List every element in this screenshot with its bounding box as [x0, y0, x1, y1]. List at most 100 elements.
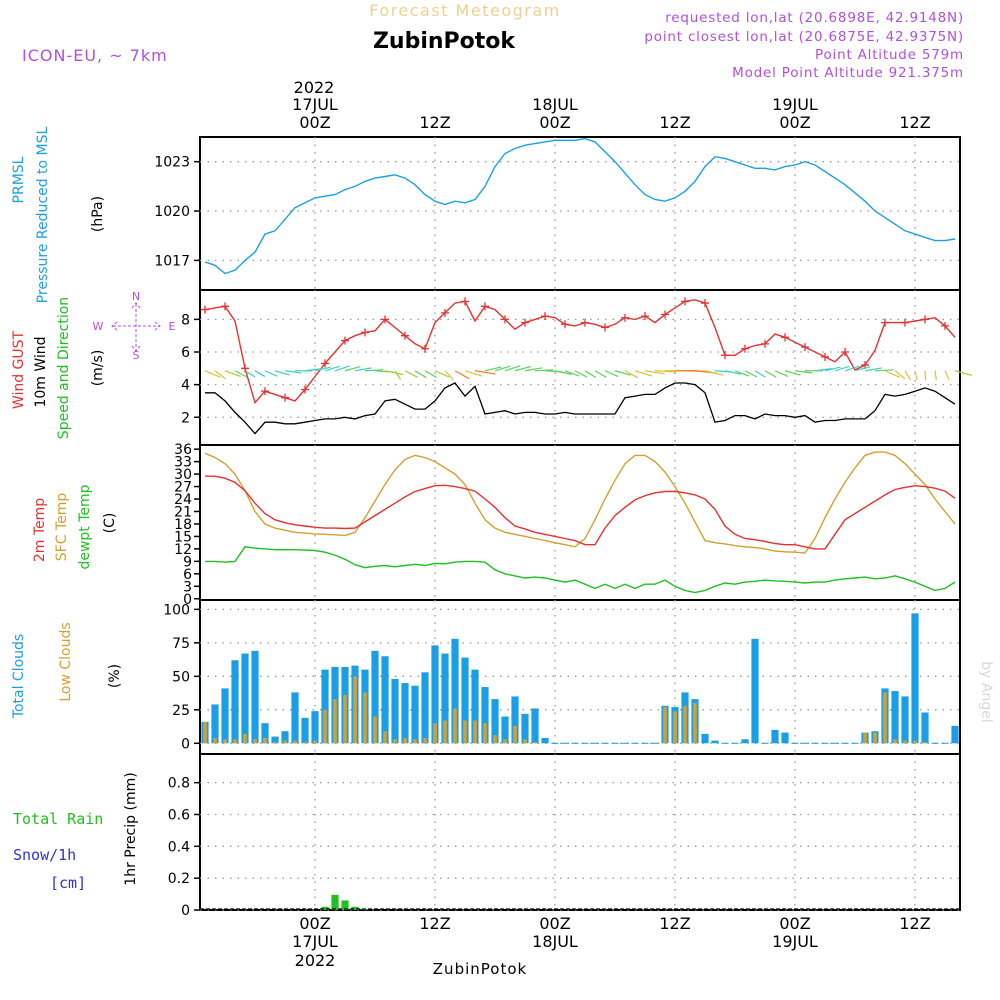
gust-marker: [601, 323, 609, 332]
cloud-labels: Total Clouds Low Clouds (%): [11, 622, 123, 719]
total-cloud-bar: [441, 653, 449, 744]
wind-direction-arrow: [884, 370, 901, 378]
total-clouds-label: Total Clouds: [11, 634, 27, 719]
wind-direction-arrow: [534, 369, 554, 372]
total-cloud-bar: [251, 650, 259, 744]
low-cloud-bar: [533, 741, 537, 744]
gust-marker: [381, 315, 389, 324]
model-altitude: Model Point Altitude 921.375m: [732, 65, 964, 81]
wind-dir-label: Speed and Direction: [56, 297, 72, 439]
total-cloud-bar: [411, 685, 419, 744]
pressure-label-1: PRMSL: [11, 156, 27, 203]
pressure-labels: PRMSL Pressure Reduced to MSL (hPa): [11, 126, 106, 303]
low-cloud-bar: [913, 740, 917, 744]
total-cloud-bar: [711, 740, 719, 744]
total-cloud-bar: [381, 656, 389, 744]
total-cloud-bar: [781, 732, 789, 744]
watermark: by Angel: [978, 661, 994, 722]
wind-direction-arrow: [744, 370, 758, 378]
snow-label: Snow/1h: [13, 846, 76, 864]
compass-n: N: [132, 290, 140, 303]
low-cloud-bar: [333, 699, 337, 744]
low-cloud-bar: [893, 739, 897, 744]
total-cloud-bar: [461, 657, 469, 744]
low-cloud-bar: [223, 739, 227, 744]
temp-2m-line: [205, 475, 956, 550]
bottom-hour-label: 12Z: [899, 914, 930, 933]
total-cloud-bar: [751, 638, 759, 744]
low-cloud-bar: [453, 708, 457, 744]
total-cloud-bar: [471, 669, 479, 744]
gust-marker: [421, 344, 429, 353]
closest-coords: point closest lon,lat (20.6875E, 42.9375…: [644, 29, 964, 45]
gust-marker: [301, 385, 309, 394]
gust-marker: [341, 336, 349, 345]
bottom-hour-label: 12Z: [419, 914, 450, 933]
wind-direction-arrow: [504, 365, 521, 372]
wind-line: [205, 382, 956, 435]
requested-coords: requested lon,lat (20.6898E, 42.9148N): [665, 10, 964, 26]
pressure-tick-label: 1020: [154, 204, 190, 220]
wind-direction-arrow: [584, 370, 597, 378]
gust-marker: [261, 387, 269, 396]
gust-marker: [841, 348, 849, 356]
rain-bar: [351, 906, 359, 910]
top-day-label: 19JUL: [772, 95, 818, 114]
location-title: ZubinPotok: [373, 29, 516, 54]
gust-marker: [661, 310, 669, 319]
gust-marker: [581, 318, 589, 327]
gust-marker: [781, 333, 789, 342]
wind-direction-arrow: [354, 367, 372, 372]
total-cloud-bar: [311, 711, 319, 744]
gust-line: [204, 299, 956, 405]
wind-direction-arrow: [914, 370, 918, 381]
low-cloud-bar: [293, 740, 297, 744]
gust-marker: [481, 302, 489, 311]
temp-tick-label: 0: [183, 592, 192, 608]
wind-direction-arrow: [634, 370, 653, 377]
temp-tick-label: 36: [174, 442, 192, 458]
wind-direction-arrow: [734, 370, 750, 377]
wind-direction-arrow: [334, 365, 350, 372]
wind-tick-label: 4: [181, 378, 190, 394]
low-cloud-bar: [683, 705, 687, 744]
temp-tick-label: 18: [174, 517, 192, 533]
gust-marker: [561, 320, 569, 329]
panel-frame-temp: [199, 444, 961, 601]
gust-marker: [621, 313, 629, 322]
pressure-tick-label: 1017: [154, 253, 190, 269]
low-cloud-bar: [503, 739, 507, 744]
low-cloud-bar: [433, 723, 437, 744]
wind-direction-arrow: [264, 370, 278, 377]
wind-direction-arrow: [484, 366, 502, 372]
top-hour-label: 12Z: [419, 113, 450, 132]
gust-marker: [901, 318, 909, 327]
low-cloud-bar: [423, 737, 427, 744]
wind-direction-arrow: [894, 370, 906, 380]
gust-marker: [881, 318, 889, 327]
total-cloud-bar: [741, 739, 749, 744]
low-cloud-bar: [353, 676, 357, 744]
wind-direction-arrow: [274, 370, 290, 376]
gust-marker: [941, 321, 949, 330]
sfc-temp-line: [204, 451, 956, 554]
rain-bar: [321, 906, 329, 910]
precip-labels: Total Rain Snow/1h [cm] 1hr Precip (mm): [13, 772, 139, 892]
low-cloud-bar: [493, 735, 497, 744]
bottom-day-label: 17JUL: [292, 932, 338, 951]
temp-tick-label: 9: [183, 554, 192, 570]
gust-marker: [501, 315, 509, 324]
wind-direction-arrow: [724, 370, 741, 375]
wind-direction-arrow: [364, 369, 384, 372]
wind-direction-arrow: [214, 370, 226, 380]
total-cloud-bar: [771, 729, 779, 744]
wind-direction-arrow: [844, 365, 860, 372]
low-cloud-bar: [253, 739, 257, 744]
low-cloud-bar: [463, 720, 467, 744]
low-cloud-bar: [903, 740, 907, 744]
gust-marker: [201, 305, 209, 314]
total-cloud-bar: [221, 688, 229, 744]
low-cloud-bar: [273, 741, 277, 744]
wind-direction-arrow: [594, 370, 607, 378]
